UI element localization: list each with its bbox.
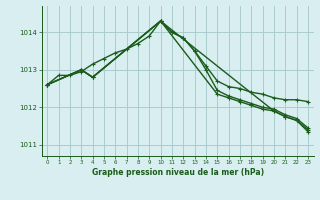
X-axis label: Graphe pression niveau de la mer (hPa): Graphe pression niveau de la mer (hPa): [92, 168, 264, 177]
